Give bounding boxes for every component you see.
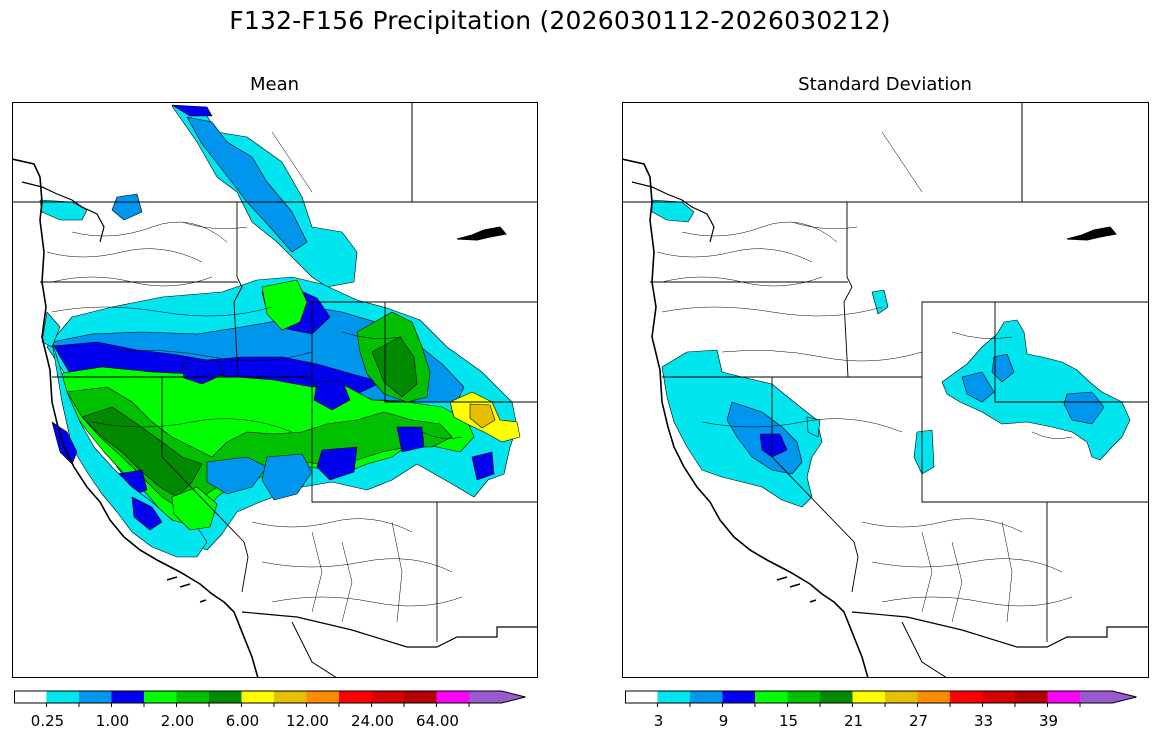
std-tick-label: 39 (1038, 712, 1059, 730)
std-colorbar-segment (625, 691, 658, 703)
mean-colorbar-segment (241, 691, 274, 703)
mean-colorbar-segment (306, 691, 339, 703)
std-colorbar-segment (690, 691, 723, 703)
std-colorbar-segment (722, 691, 755, 703)
std-tick-label: 9 (718, 712, 729, 730)
mean-colorbar-segment (469, 691, 526, 703)
mean-tick-label: 24.00 (351, 712, 394, 730)
std-colorbar-segment (852, 691, 885, 703)
mean-geography-lines (12, 102, 537, 678)
std-precip-shading (651, 199, 1131, 508)
std-colorbar-outline (625, 690, 1137, 704)
mean-colorbar-segment (436, 691, 469, 703)
mean-colorbar-segment (274, 691, 307, 703)
std-tick-label: 3 (653, 712, 664, 730)
mean-tick-label: 6.00 (225, 712, 260, 730)
mean-tick-label: 12.00 (286, 712, 329, 730)
mean-precipitation-map (12, 102, 538, 678)
mean-panel-title: Mean (249, 74, 300, 95)
mean-colorbar-segment (144, 691, 177, 703)
std-colorbar-segment (1080, 691, 1137, 703)
mean-colorbar-segment (339, 691, 372, 703)
std-colorbar-segment (1015, 691, 1048, 703)
mean-colorbar-segment (79, 691, 112, 703)
mean-colorbar (14, 690, 526, 707)
mean-colorbar-segment (46, 691, 79, 703)
mean-colorbar-segment (14, 691, 47, 703)
std-colorbar-segment (755, 691, 788, 703)
mean-colorbar-segment (176, 691, 209, 703)
mean-colorbar-segment (111, 691, 144, 703)
std-colorbar-segment (820, 691, 853, 703)
std-colorbar-segment (787, 691, 820, 703)
std-colorbar-segment (1047, 691, 1080, 703)
mean-colorbar-outline (14, 690, 526, 704)
std-tick-label: 27 (908, 712, 929, 730)
mean-precip-shading (39, 104, 521, 558)
mean-colorbar-segment (371, 691, 404, 703)
mean-tick-label: 2.00 (160, 712, 195, 730)
mean-colorbar-segment (404, 691, 437, 703)
mean-tick-label: 1.00 (95, 712, 130, 730)
mean-tick-label: 64.00 (416, 712, 459, 730)
std-geography-lines (622, 102, 1148, 678)
std-tick-label: 21 (843, 712, 864, 730)
std-colorbar-segment (917, 691, 950, 703)
std-precipitation-map (622, 102, 1149, 678)
std-tick-label: 15 (778, 712, 799, 730)
mean-colorbar-segment (209, 691, 242, 703)
figure-title: F132-F156 Precipitation (2026030112-2026… (229, 6, 891, 35)
std-colorbar-segment (657, 691, 690, 703)
std-colorbar-segment (950, 691, 983, 703)
std-colorbar (625, 690, 1137, 707)
std-colorbar-segment (885, 691, 918, 703)
std-panel-title: Standard Deviation (798, 74, 972, 95)
mean-tick-label: 0.25 (30, 712, 65, 730)
std-colorbar-segment (982, 691, 1015, 703)
std-tick-label: 33 (973, 712, 994, 730)
